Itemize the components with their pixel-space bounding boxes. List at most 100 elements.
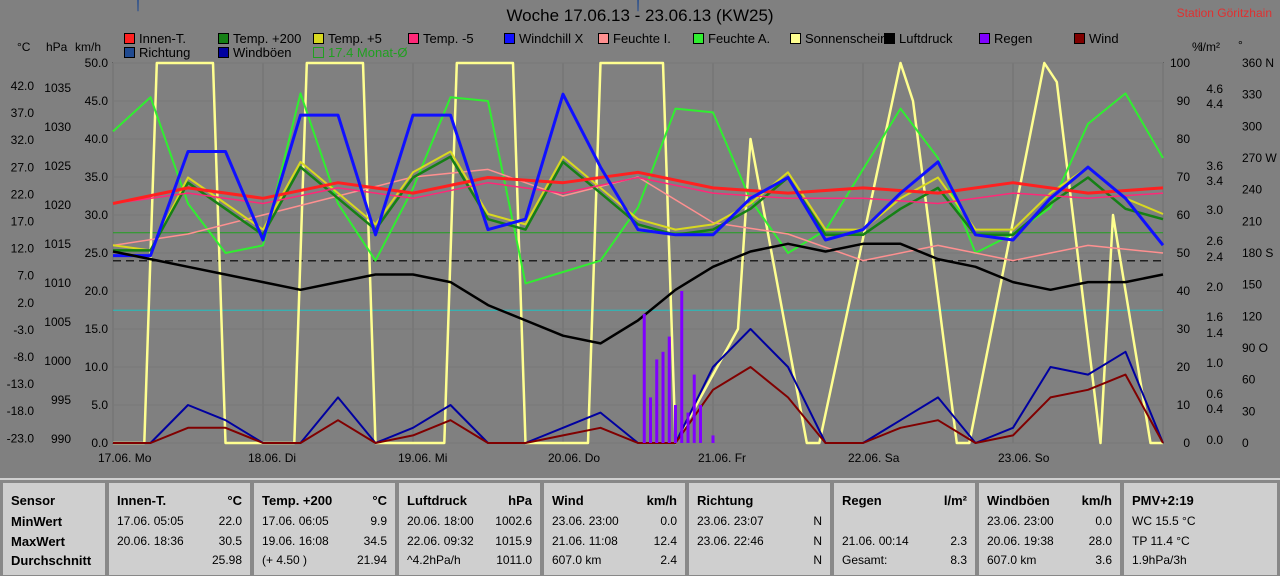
tick-temp: 27.0	[11, 160, 35, 174]
rain-bar	[711, 435, 715, 443]
cell-value: N	[813, 514, 822, 528]
legend-item: Richtung	[124, 45, 190, 60]
table-row: 21.06. 00:14 2.3	[842, 534, 967, 550]
legend-label: Sonnenschein	[805, 31, 888, 46]
legend-item: Sonnenschein	[790, 31, 887, 46]
legend-item: Regen	[979, 31, 1032, 46]
cell-label: 19.06. 16:08	[262, 533, 329, 548]
tick-rain: 0.6	[1206, 387, 1223, 401]
tick-rain: 1.4	[1206, 326, 1223, 340]
tick-kmh: 5.0	[91, 398, 108, 412]
legend-label: Temp. +200	[233, 31, 302, 46]
unit-right: %	[1192, 40, 1203, 54]
tick-deg: 120	[1242, 309, 1262, 323]
tick-pct: 40	[1177, 284, 1191, 298]
tick-hpa: 990	[51, 432, 71, 446]
table-row: 1.9hPa/3h	[1132, 553, 1269, 569]
column-unit: km/h	[646, 493, 677, 508]
column-header-label: Richtung	[697, 493, 754, 508]
cell-label: 23.06. 23:00	[552, 514, 619, 528]
table-row: Gesamt: 8.3	[842, 553, 967, 569]
legend-swatch	[124, 33, 135, 44]
tick-kmh: 20.0	[85, 284, 109, 298]
tick-kmh: 40.0	[85, 132, 109, 146]
table-row: 21.06. 11:08 12.4	[552, 534, 677, 550]
rain-bar	[686, 412, 690, 443]
tick-x-day: 19.06. Mi	[398, 451, 447, 465]
table-row: 20.06. 19:38 28.0	[987, 534, 1112, 550]
tick-temp: 2.0	[17, 296, 34, 310]
table-column: Richtung 23.06. 23:07 N 23.06. 22:46 N N	[688, 482, 831, 576]
legend-item: Temp. -5	[408, 31, 474, 46]
rain-bar	[692, 374, 696, 443]
column-header: Wind km/h	[552, 493, 677, 508]
tick-hpa: 1025	[44, 159, 71, 173]
table-row: TP 11.4 °C	[1132, 534, 1269, 550]
cell-value: 3.6	[1095, 553, 1112, 567]
cell-label: (+ 4.50 )	[262, 553, 308, 567]
column-header: Regen l/m²	[842, 493, 967, 508]
tick-deg: 150	[1242, 278, 1262, 292]
column-header-label: Windböen	[987, 493, 1050, 508]
cell-label: 21.06. 11:08	[552, 533, 618, 548]
series-innen	[112, 170, 1164, 205]
cell-value: 2.3	[950, 533, 967, 548]
cell-value: 30.5	[218, 533, 242, 548]
chart-title: Woche 17.06.13 - 23.06.13 (KW25)	[506, 6, 774, 25]
cell-label: 23.06. 22:46	[697, 533, 764, 548]
tick-temp: 22.0	[11, 187, 35, 201]
legend-label: Innen-T.	[139, 31, 186, 46]
cell-label: 1.9hPa/3h	[1132, 553, 1187, 567]
cell-value: 0.0	[1095, 514, 1112, 528]
column-header: Windböen km/h	[987, 493, 1112, 508]
cell-label: 20.06. 18:00	[407, 514, 474, 528]
cell-value: 8.3	[950, 553, 967, 567]
table-row: 23.06. 22:46 N	[697, 534, 822, 550]
table-row: (+ 4.50 ) 21.94	[262, 553, 387, 569]
table-column: Windböen km/h 23.06. 23:00 0.0 20.06. 19:38 2…	[978, 482, 1121, 576]
unit-left: °C	[17, 40, 31, 54]
legend-swatch	[408, 33, 419, 44]
cell-value: 28.0	[1088, 533, 1112, 548]
column-header: PMV+2:19	[1132, 493, 1269, 508]
rain-bar	[674, 405, 677, 443]
tick-pct: 50	[1177, 246, 1191, 260]
column-header-label: Innen-T.	[117, 493, 167, 508]
cell-label: 607.0 km	[552, 553, 602, 567]
rain-bar	[649, 397, 652, 443]
table-column: Sensor MinWert MaxWert Durchschnitt	[2, 482, 106, 576]
tick-deg: 60	[1242, 373, 1256, 387]
tick-pct: 10	[1177, 398, 1191, 412]
tick-x-day: 21.06. Fr	[698, 451, 746, 465]
legend-item: Windböen	[218, 45, 292, 60]
tick-hpa: 1020	[44, 198, 71, 212]
tick-rain: 2.0	[1206, 280, 1223, 294]
cell-label: 17.06. 06:05	[262, 514, 329, 528]
cell-label: MinWert	[11, 514, 63, 529]
column-unit: l/m²	[943, 493, 967, 508]
tick-rain: 0.0	[1206, 433, 1223, 447]
legend-item: Temp. +200	[218, 31, 301, 46]
cell-value: 21.94	[356, 553, 387, 567]
legend-swatch	[504, 33, 515, 44]
column-header-label: Sensor	[11, 493, 56, 508]
legend-swatch	[313, 47, 324, 58]
column-header-label: Temp. +200	[262, 493, 333, 508]
cell-label: 607.0 km	[987, 553, 1037, 567]
cell-value: 1015.9	[495, 533, 532, 548]
legend-swatch	[218, 33, 229, 44]
tick-deg: 360 N	[1242, 56, 1274, 70]
tick-rain: 2.6	[1206, 234, 1223, 248]
tick-kmh: 15.0	[85, 322, 109, 336]
column-header: Sensor	[11, 493, 97, 508]
legend-label: Windböen	[233, 45, 292, 60]
tick-temp: 17.0	[11, 215, 35, 229]
column-header-label: Luftdruck	[407, 493, 467, 508]
legend-item: Luftdruck	[884, 31, 952, 46]
cell-value: 25.98	[211, 553, 242, 567]
tick-kmh: 30.0	[85, 208, 109, 222]
cell-value: 0.0	[660, 514, 677, 528]
cell-value: 34.5	[363, 533, 387, 548]
tick-temp: -8.0	[13, 350, 34, 364]
cell-label: MaxWert	[11, 533, 65, 549]
